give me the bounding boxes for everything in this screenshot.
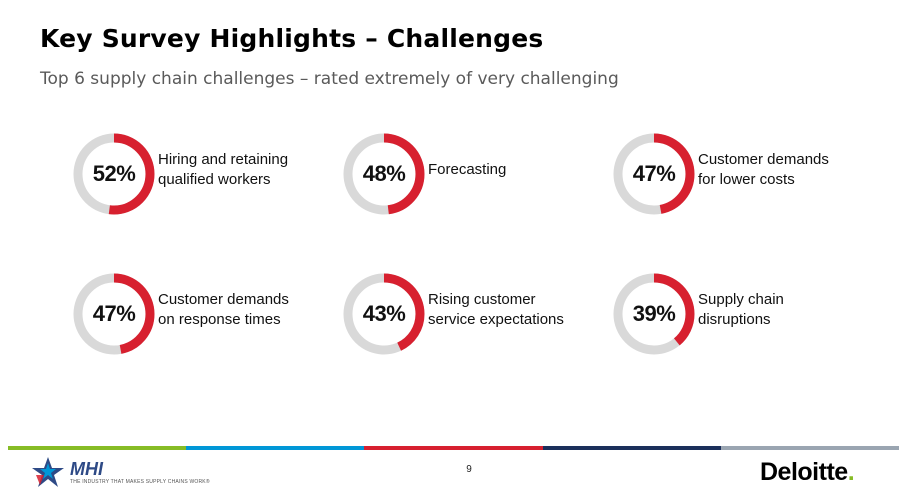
deloitte-dot: . bbox=[847, 458, 855, 486]
challenge-item: 39% Supply chain disruptions bbox=[612, 272, 882, 362]
challenge-label-line2: for lower costs bbox=[698, 171, 795, 188]
deloitte-logo: Deloitte. bbox=[760, 458, 855, 487]
footer-color-bar bbox=[8, 446, 900, 450]
challenge-label-line1: Customer demands bbox=[698, 151, 829, 168]
donut-ring bbox=[72, 272, 156, 356]
challenge-label: Customer demands for lower costs bbox=[698, 150, 878, 190]
footer-bar-segment bbox=[720, 446, 900, 450]
challenge-item: 43% Rising customer service expectations bbox=[342, 272, 612, 362]
challenge-label: Customer demands on response times bbox=[158, 290, 338, 330]
page-number: 9 bbox=[466, 464, 472, 475]
page-subtitle: Top 6 supply chain challenges – rated ex… bbox=[40, 69, 619, 89]
challenge-label-line1: Hiring and retaining bbox=[158, 151, 289, 168]
donut-value-arc bbox=[613, 273, 695, 355]
challenge-label-line1: Forecasting bbox=[428, 161, 507, 178]
challenge-label-line1: Rising customer bbox=[428, 291, 536, 308]
challenge-label: Supply chain disruptions bbox=[698, 290, 878, 330]
donut-ring bbox=[342, 272, 426, 356]
mhi-logo: MHI THE INDUSTRY THAT MAKES SUPPLY CHAIN… bbox=[30, 455, 230, 491]
donut-value-arc bbox=[73, 133, 155, 215]
challenge-label: Hiring and retaining qualified workers bbox=[158, 150, 338, 190]
footer-bar-segment bbox=[542, 446, 721, 450]
percent-label: 43% bbox=[362, 301, 406, 326]
percent-label: 39% bbox=[632, 301, 676, 326]
challenge-label-line1: Supply chain bbox=[698, 291, 784, 308]
challenge-label-line2: service expectations bbox=[428, 311, 564, 328]
donut-value-arc bbox=[343, 273, 425, 355]
percent-label: 47% bbox=[632, 161, 676, 186]
mhi-wordmark: MHI bbox=[70, 459, 103, 479]
footer-bar-segment bbox=[364, 446, 543, 450]
donut-value-arc bbox=[343, 133, 425, 215]
donut-value-arc bbox=[613, 133, 695, 215]
star-icon bbox=[32, 457, 64, 487]
footer-bar-segment bbox=[8, 446, 187, 450]
challenge-label-line1: Customer demands bbox=[158, 291, 289, 308]
challenge-item: 47% Customer demands on response times bbox=[72, 272, 342, 362]
donut-value-arc bbox=[73, 273, 155, 355]
challenge-label-line2: on response times bbox=[158, 311, 281, 328]
challenge-item: 47% Customer demands for lower costs bbox=[612, 132, 882, 222]
challenge-label: Forecasting bbox=[428, 160, 608, 180]
challenge-label-line2: qualified workers bbox=[158, 171, 271, 188]
challenge-item: 52% Hiring and retaining qualified worke… bbox=[72, 132, 342, 222]
donut-ring bbox=[612, 272, 696, 356]
challenge-item: 48% Forecasting bbox=[342, 132, 612, 222]
deloitte-wordmark: Deloitte bbox=[760, 458, 848, 486]
donut-ring bbox=[612, 132, 696, 216]
challenge-label: Rising customer service expectations bbox=[428, 290, 608, 330]
percent-label: 48% bbox=[362, 161, 406, 186]
footer-bar-segment bbox=[186, 446, 365, 450]
donut-ring bbox=[342, 132, 426, 216]
donut-ring bbox=[72, 132, 156, 216]
percent-label: 52% bbox=[92, 161, 136, 186]
page-title: Key Survey Highlights – Challenges bbox=[40, 24, 544, 53]
percent-label: 47% bbox=[92, 301, 136, 326]
mhi-tagline: THE INDUSTRY THAT MAKES SUPPLY CHAINS WO… bbox=[70, 479, 210, 485]
challenge-label-line2: disruptions bbox=[698, 311, 771, 328]
